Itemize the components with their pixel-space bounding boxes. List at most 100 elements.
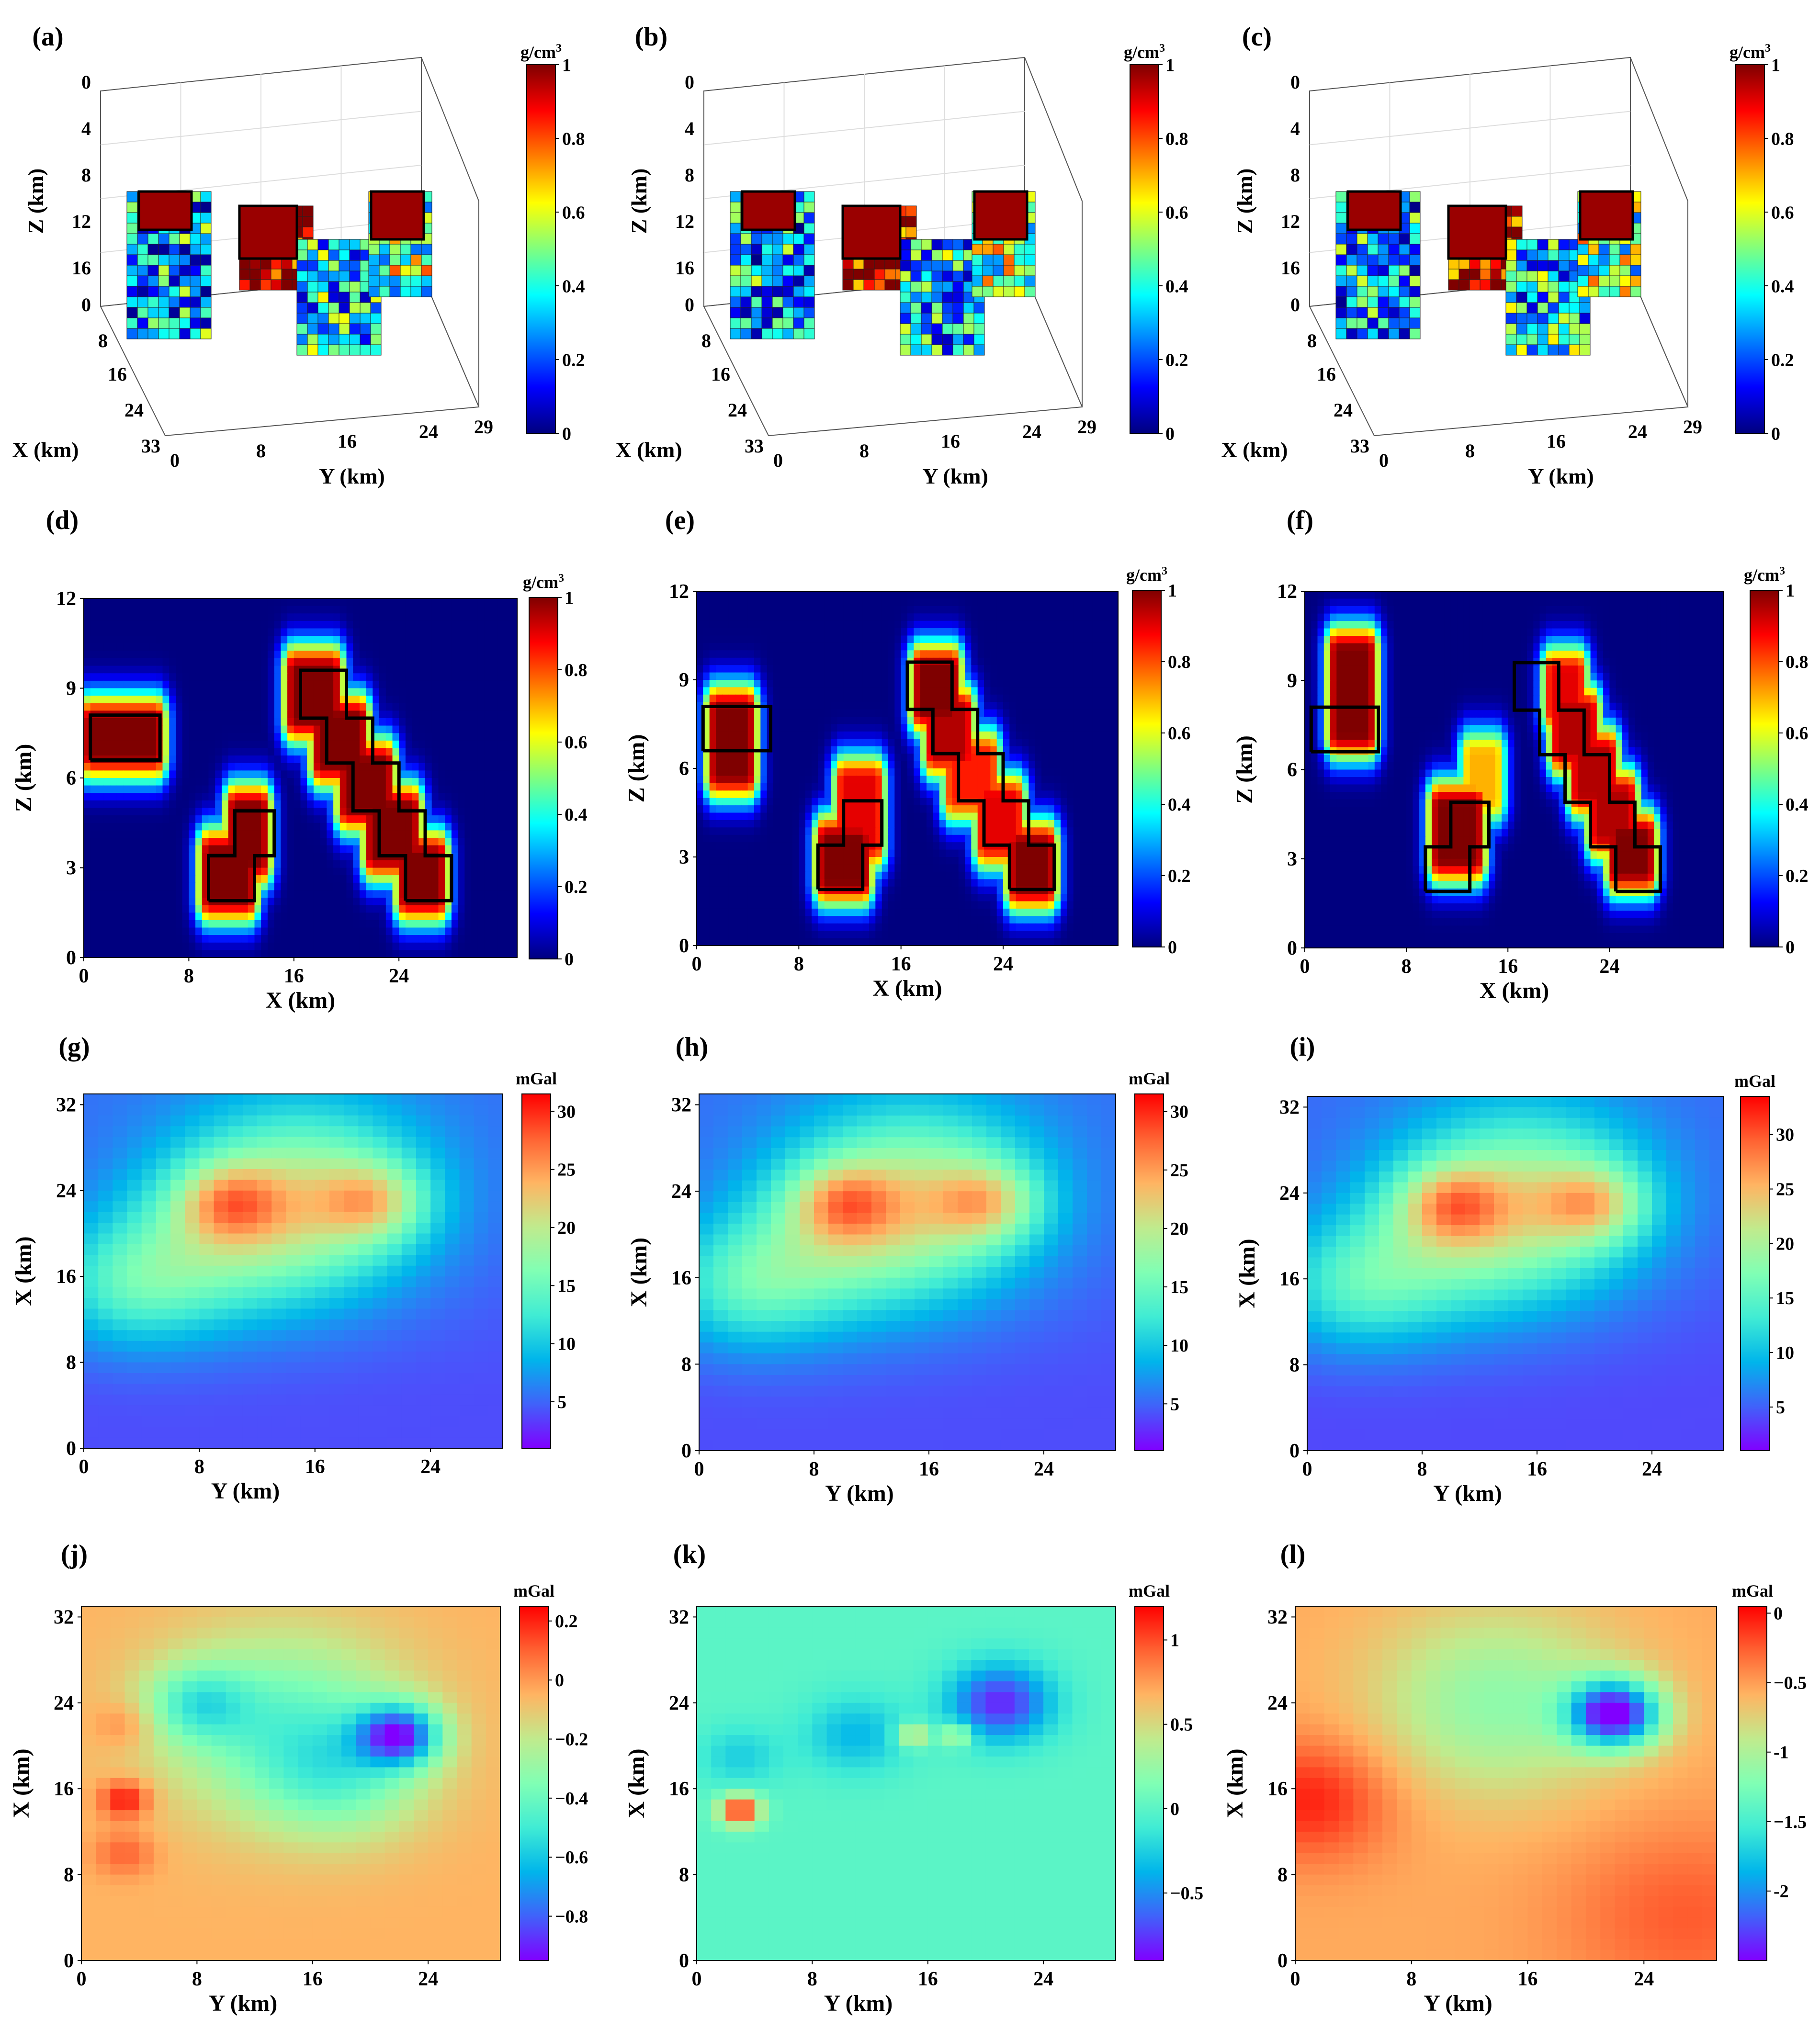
heatmap-cell <box>1067 598 1074 607</box>
heatmap-cell <box>431 890 439 898</box>
voxel <box>421 286 432 297</box>
heatmap-cell <box>477 665 485 674</box>
heatmap-cell <box>471 688 478 696</box>
heatmap-cell <box>491 718 498 726</box>
heatmap-cell <box>405 606 413 614</box>
heatmap-cell <box>405 613 413 621</box>
voxel <box>921 281 932 293</box>
voxel <box>1548 239 1559 250</box>
heatmap-cell <box>156 620 163 629</box>
heatmap-cell <box>130 770 137 778</box>
heatmap-cell <box>773 620 780 629</box>
voxel <box>803 317 815 329</box>
heatmap-cell <box>208 643 215 652</box>
heatmap-cell <box>786 650 793 658</box>
heatmap-cell <box>123 913 130 921</box>
heatmap-cell <box>425 606 432 614</box>
voxel <box>200 265 212 276</box>
heatmap-cell <box>208 778 215 786</box>
heatmap-cell <box>1054 628 1061 636</box>
heatmap-cell <box>222 763 229 771</box>
heatmap-cell <box>222 935 229 943</box>
heatmap-cell <box>202 665 209 674</box>
voxel <box>1469 279 1481 291</box>
heatmap-cell <box>477 882 485 891</box>
voxel <box>307 260 318 271</box>
heatmap-cell <box>281 898 288 906</box>
heatmap-cell <box>856 635 863 643</box>
heatmap-cell <box>320 808 328 816</box>
heatmap-cell <box>477 913 485 921</box>
heatmap-cell <box>327 673 334 681</box>
heatmap-cell <box>510 725 518 733</box>
voxel <box>1537 302 1549 314</box>
heatmap-cell <box>379 942 386 951</box>
heatmap-cell <box>418 935 426 943</box>
colorbar-tick-label: 0.6 <box>565 732 588 753</box>
heatmap-cell <box>281 905 288 913</box>
voxel <box>1357 307 1368 318</box>
heatmap-cell <box>379 935 386 943</box>
heatmap-cell <box>208 838 215 846</box>
heatmap-cell <box>248 613 255 621</box>
y-tick-label: 9 <box>66 678 76 700</box>
heatmap-cell <box>510 793 518 801</box>
heatmap-cell <box>103 763 111 771</box>
heatmap-cell <box>837 613 844 621</box>
heatmap-cell <box>241 665 249 674</box>
heatmap-cell <box>248 606 255 614</box>
heatmap-cell <box>300 785 307 793</box>
heatmap-cell <box>392 890 399 898</box>
heatmap-cell <box>274 875 282 883</box>
heatmap-cell <box>971 628 978 636</box>
heatmap-cell <box>156 636 163 644</box>
heatmap-cell <box>869 642 876 651</box>
heatmap-cell <box>445 927 452 935</box>
heatmap-cell <box>143 838 150 846</box>
heatmap-cell <box>182 815 190 823</box>
heatmap-cell <box>438 875 445 883</box>
heatmap-cell <box>1080 650 1087 658</box>
heatmap-cell <box>281 688 288 696</box>
heatmap-cell <box>182 636 190 644</box>
heatmap-cell <box>958 657 965 665</box>
heatmap-cell <box>373 793 380 801</box>
y-tick-label: 16 <box>941 430 960 452</box>
heatmap-cell <box>760 642 768 651</box>
heatmap-cell <box>1003 657 1010 665</box>
heatmap-cell <box>202 620 209 629</box>
voxel <box>200 191 212 203</box>
heatmap-cell <box>373 882 380 891</box>
heatmap-cell <box>313 733 321 741</box>
heatmap-cell <box>162 680 170 689</box>
heatmap-cell <box>471 830 478 838</box>
heatmap-cell <box>189 606 196 614</box>
heatmap-cell <box>189 613 196 621</box>
heatmap-cell <box>773 628 780 636</box>
heatmap-cell <box>425 703 432 711</box>
heatmap-cell <box>136 793 144 801</box>
heatmap-cell <box>850 635 857 643</box>
heatmap-cell <box>1111 642 1119 651</box>
z-tick-label: 4 <box>1290 118 1300 139</box>
heatmap-cell <box>169 763 176 771</box>
heatmap-cell <box>313 680 321 689</box>
heatmap-cell <box>90 636 98 644</box>
heatmap-cell <box>222 800 229 809</box>
heatmap-cell <box>195 793 203 801</box>
heatmap-cell <box>267 935 275 943</box>
heatmap-cell <box>405 598 413 607</box>
heatmap-cell <box>228 725 236 733</box>
voxel <box>1558 281 1570 293</box>
heatmap-cell <box>261 913 268 921</box>
voxel <box>730 307 741 318</box>
heatmap-cell <box>497 860 505 868</box>
heatmap-cell <box>728 613 735 621</box>
heatmap-cell <box>222 755 229 764</box>
heatmap-cell <box>222 680 229 689</box>
heatmap-cell <box>385 636 393 644</box>
heatmap-cell <box>162 620 170 629</box>
heatmap-cell <box>339 927 347 935</box>
heatmap-cell <box>445 733 452 741</box>
heatmap-cell <box>300 598 307 607</box>
